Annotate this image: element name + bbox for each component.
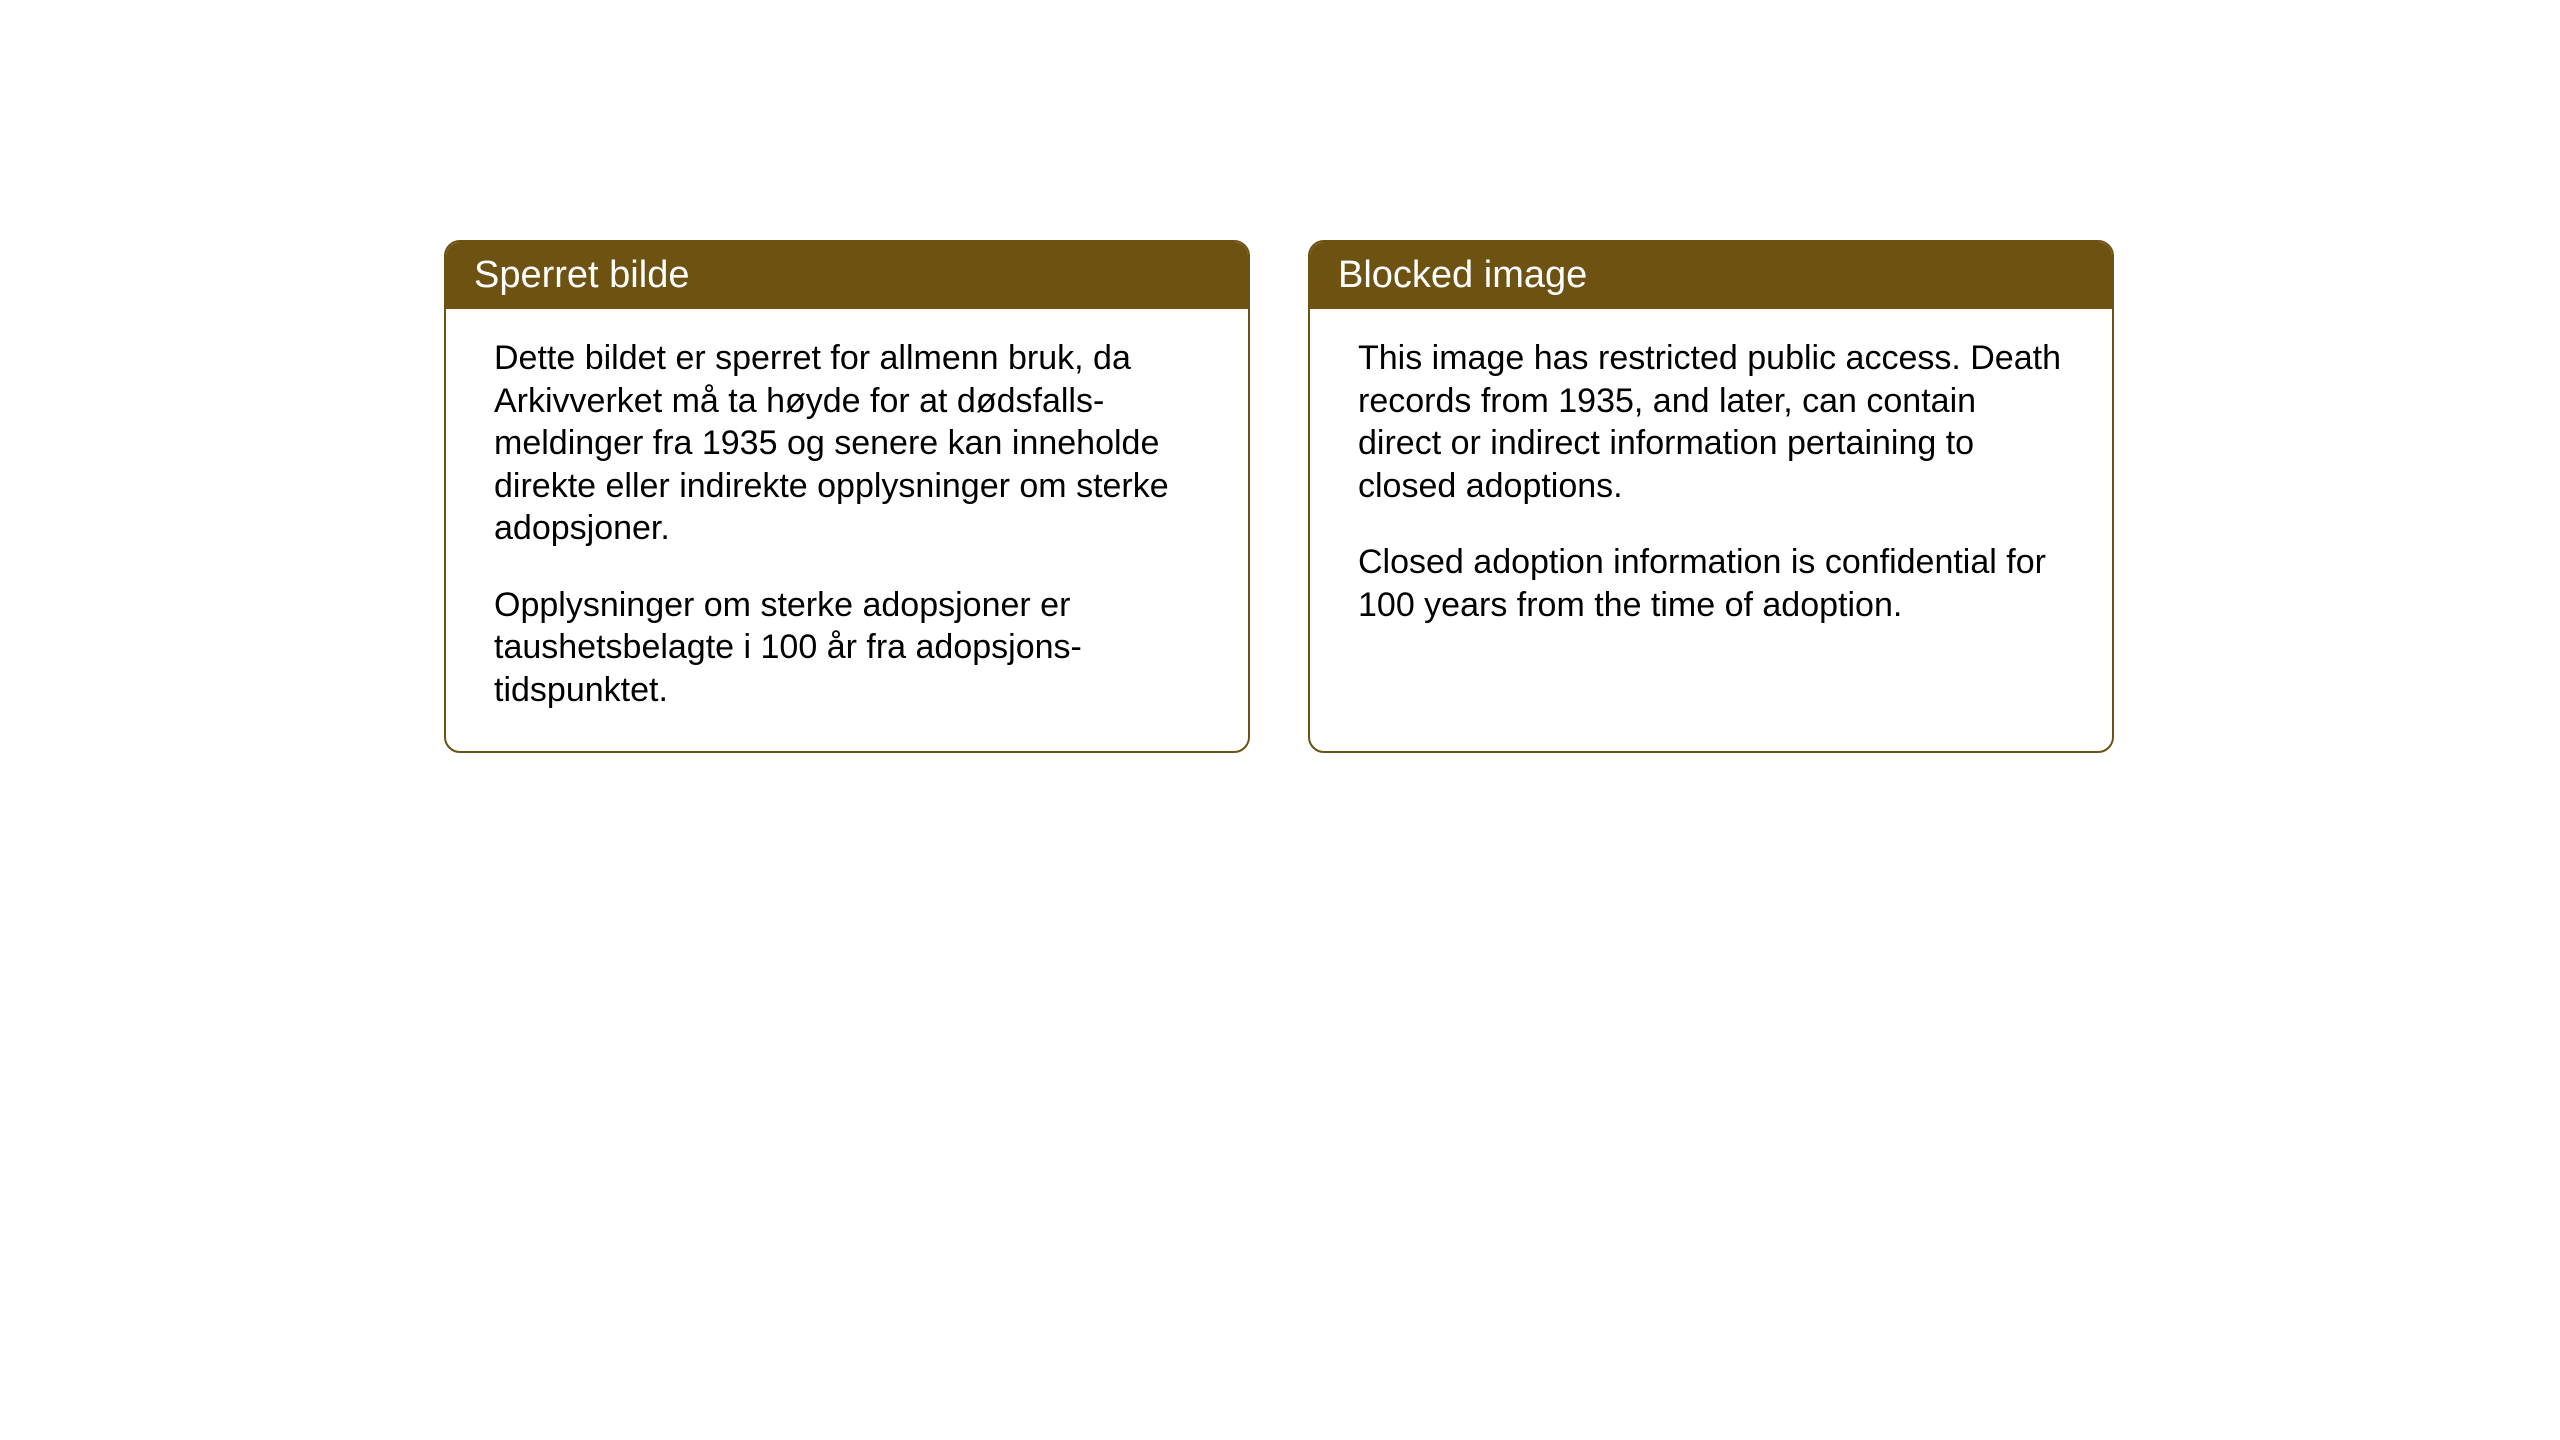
card-body: This image has restricted public access.…	[1310, 309, 2112, 666]
card-header: Sperret bilde	[446, 242, 1248, 309]
card-title: Sperret bilde	[474, 254, 689, 296]
notice-container: Sperret bilde Dette bildet er sperret fo…	[444, 240, 2114, 753]
card-paragraph: This image has restricted public access.…	[1358, 337, 2064, 507]
card-paragraph: Closed adoption information is confident…	[1358, 541, 2064, 626]
notice-card-norwegian: Sperret bilde Dette bildet er sperret fo…	[444, 240, 1250, 753]
card-body: Dette bildet er sperret for allmenn bruk…	[446, 309, 1248, 751]
card-paragraph: Dette bildet er sperret for allmenn bruk…	[494, 337, 1200, 550]
card-paragraph: Opplysninger om sterke adopsjoner er tau…	[494, 584, 1200, 712]
notice-card-english: Blocked image This image has restricted …	[1308, 240, 2114, 753]
card-header: Blocked image	[1310, 242, 2112, 309]
card-title: Blocked image	[1338, 254, 1587, 296]
